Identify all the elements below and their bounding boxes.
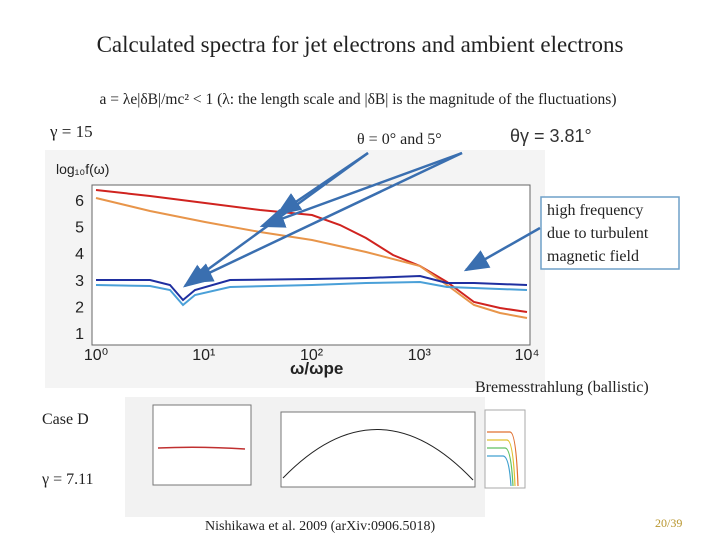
callout-line: high frequency — [547, 202, 643, 219]
callout-line: magnetic field — [547, 248, 639, 265]
x-tick-label: 10⁰ — [84, 347, 108, 364]
page-number: 20/39 — [655, 516, 682, 530]
plot-frame — [91, 184, 531, 346]
y-tick-label: 5 — [75, 220, 84, 237]
thumb-plot — [280, 411, 476, 488]
arrows — [182, 151, 541, 288]
thumb-curves — [487, 431, 519, 487]
theta-label: θ = 0° and 5° — [357, 131, 442, 148]
thumb-curve — [282, 429, 474, 481]
x-tick-label: 10⁴ — [515, 347, 540, 364]
callout-box — [540, 196, 680, 270]
blue-spectrum — [96, 274, 528, 302]
orange-spectrum — [95, 197, 528, 319]
case-label: Case D — [42, 411, 89, 428]
y-tick-label: 1 — [75, 326, 84, 343]
y-tick-label: 2 — [75, 299, 84, 316]
y-tick-label: 6 — [75, 193, 84, 210]
gamma-bottom: γ = 7.11 — [41, 471, 94, 488]
thumb-curve — [157, 446, 246, 450]
theta-gamma: θγ = 3.81° — [510, 126, 592, 146]
red-spectrum — [95, 189, 528, 313]
lightblue-spectrum — [95, 280, 528, 307]
x-tick-label: 10² — [300, 347, 324, 364]
x-tick-label: 10¹ — [192, 347, 215, 364]
thumb-plot — [484, 409, 526, 489]
callout-line: due to turbulent — [547, 225, 649, 242]
y-tick-label: 4 — [75, 246, 84, 263]
citation: Nishikawa et al. 2009 (arXiv:0906.5018) — [205, 519, 436, 534]
x-tick-label: 10³ — [408, 347, 432, 364]
y-tick-label: 3 — [75, 273, 84, 290]
thumb-plot — [152, 404, 252, 486]
subtitle: a = λe|δB|/mc² < 1 (λ: the length scale … — [99, 91, 616, 108]
bremsstrahlung: Bremesstrahlung (ballistic) — [475, 379, 649, 396]
slide-title: Calculated spectra for jet electrons and… — [97, 32, 624, 57]
gamma-top: γ = 15 — [49, 122, 93, 141]
y-axis-label: log₁₀f(ω) — [56, 161, 109, 177]
x-axis-label: ω/ωpe — [290, 359, 343, 378]
